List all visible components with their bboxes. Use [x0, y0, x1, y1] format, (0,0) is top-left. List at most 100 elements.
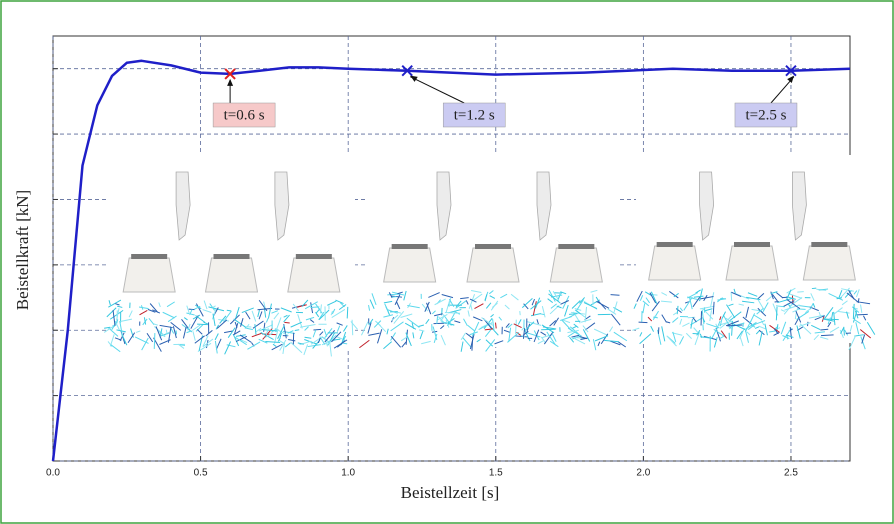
particle — [166, 301, 175, 308]
particle — [488, 290, 494, 295]
particle — [727, 324, 743, 327]
particle — [855, 289, 860, 298]
particle — [593, 328, 608, 336]
particle — [818, 311, 822, 319]
particle — [536, 319, 539, 325]
particle — [552, 334, 557, 342]
particle — [108, 299, 122, 308]
particle — [390, 321, 404, 332]
particle — [537, 340, 544, 345]
particle — [848, 335, 856, 351]
particle — [786, 299, 801, 310]
particle — [194, 335, 205, 344]
particle — [712, 301, 715, 315]
particle — [433, 333, 438, 344]
particle — [404, 322, 417, 330]
nozzle — [175, 171, 191, 241]
particle — [797, 291, 804, 293]
particle — [196, 329, 203, 335]
arrow-head — [410, 75, 418, 82]
particle — [119, 320, 123, 337]
particle — [336, 322, 343, 326]
particle — [782, 300, 795, 308]
particle — [651, 301, 660, 312]
x-tick-label: 2.0 — [636, 468, 650, 479]
particle — [685, 332, 692, 340]
particle — [257, 309, 260, 318]
particle — [699, 288, 703, 302]
particle — [251, 332, 263, 338]
particle — [158, 302, 161, 308]
particle — [336, 325, 341, 332]
particle — [520, 335, 526, 338]
particle — [299, 323, 316, 328]
die — [725, 245, 779, 281]
particle — [343, 325, 348, 332]
particle — [571, 334, 580, 338]
particle — [195, 303, 204, 317]
particle — [592, 339, 597, 351]
particle — [463, 318, 468, 327]
particle — [107, 341, 113, 347]
particle — [773, 332, 780, 336]
particle — [613, 331, 628, 342]
particle — [205, 329, 213, 337]
particle — [745, 306, 750, 319]
particle — [233, 322, 239, 335]
annotation-box — [442, 102, 506, 128]
particle — [513, 323, 522, 328]
particle — [202, 338, 214, 348]
particle — [731, 291, 742, 298]
particle — [330, 310, 333, 316]
particle — [786, 289, 792, 301]
particle — [318, 309, 330, 320]
particle — [407, 304, 420, 309]
particle — [583, 302, 598, 310]
particle — [282, 342, 286, 354]
particle — [263, 301, 266, 309]
particle — [271, 310, 278, 314]
particle — [294, 329, 300, 331]
particle — [498, 316, 503, 321]
particle — [233, 336, 247, 346]
particle — [104, 326, 111, 329]
particle — [388, 292, 393, 299]
die-top — [811, 242, 848, 247]
particle — [186, 330, 192, 334]
particle — [109, 309, 124, 320]
particle — [390, 332, 396, 341]
particle — [149, 303, 159, 313]
particle — [421, 340, 431, 345]
nozzle — [274, 171, 290, 241]
x-tick-label: 0.5 — [194, 468, 208, 479]
particle — [241, 307, 254, 314]
particle — [780, 321, 787, 335]
particle — [214, 333, 219, 341]
particle — [575, 309, 581, 315]
particle — [818, 288, 829, 291]
particle — [785, 334, 794, 338]
particle — [720, 330, 728, 339]
particle — [146, 332, 154, 343]
particle — [610, 313, 621, 326]
particle — [570, 311, 585, 315]
particle — [224, 341, 232, 355]
particle — [426, 302, 432, 315]
particle — [157, 330, 166, 338]
particle — [315, 312, 320, 318]
particle — [337, 340, 346, 348]
particle — [755, 330, 760, 335]
particle — [504, 304, 510, 310]
particle — [776, 292, 784, 299]
particle — [851, 306, 860, 313]
particle — [214, 340, 218, 354]
particle — [540, 331, 547, 336]
particle — [830, 311, 834, 321]
particle — [838, 290, 843, 298]
particle — [167, 315, 177, 323]
die-top — [558, 244, 595, 249]
particle — [595, 296, 599, 301]
particle — [232, 333, 240, 347]
particle — [653, 316, 658, 319]
particle — [530, 313, 542, 317]
